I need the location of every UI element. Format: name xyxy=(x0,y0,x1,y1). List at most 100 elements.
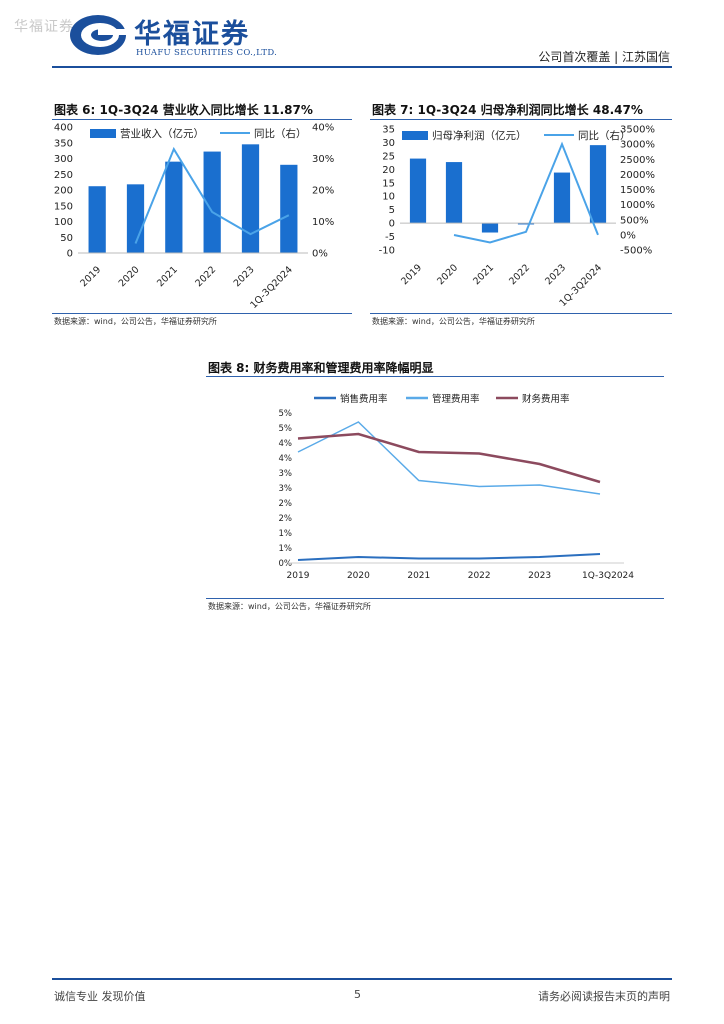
brand-name-cn: 华福证券 xyxy=(134,19,250,50)
watermark-text: 华福证券 xyxy=(14,19,74,35)
y-tick-label: 400 xyxy=(54,123,73,134)
footer-disclaimer: 请务必阅读报告末页的声明 xyxy=(538,990,670,1003)
bar xyxy=(241,144,260,253)
bar xyxy=(445,162,463,224)
brand-name-en: HUAFU SECURITIES CO.,LTD. xyxy=(136,48,278,58)
y2-tick-label: 10% xyxy=(312,217,334,228)
figure-6-title: 图表 6: 1Q-3Q24 营业收入同比增长 11.87% xyxy=(54,103,313,117)
series-line xyxy=(134,146,290,244)
x-tick-label: 2021 xyxy=(407,571,430,581)
x-tick-label: 2021 xyxy=(155,264,180,289)
y-tick-label: 5 xyxy=(389,205,395,216)
legend-label: 财务费用率 xyxy=(522,393,570,405)
series-line xyxy=(297,432,601,484)
x-tick-label: 2019 xyxy=(78,264,103,289)
y-tick-label: 0 xyxy=(67,249,73,260)
header-divider xyxy=(52,66,672,68)
y-tick-label: 5% xyxy=(279,409,293,419)
x-tick-label: 2019 xyxy=(399,262,424,287)
y-tick-label: 10 xyxy=(382,192,395,203)
footer-divider xyxy=(52,978,672,980)
figure-7-bottom-rule xyxy=(370,313,672,314)
figure-6-top-rule xyxy=(52,119,352,120)
y-tick-label: 4% xyxy=(279,439,293,449)
x-tick-label: 2020 xyxy=(435,262,460,287)
y-tick-label: 300 xyxy=(54,154,73,165)
y2-tick-label: 1500% xyxy=(620,185,655,196)
y-tick-label: 4% xyxy=(279,454,293,464)
series-line xyxy=(453,141,599,244)
x-tick-label: 2020 xyxy=(347,571,370,581)
y2-tick-label: 2500% xyxy=(620,155,655,166)
bar xyxy=(280,164,298,253)
bar xyxy=(481,223,499,233)
figure-8-source: 数据来源：wind，公司公告，华福证券研究所 xyxy=(208,602,371,611)
legend-label: 营业收入（亿元） xyxy=(120,127,204,140)
y2-tick-label: 500% xyxy=(620,215,649,226)
y-tick-label: 1% xyxy=(279,529,293,539)
bar xyxy=(126,184,145,253)
y-tick-label: -10 xyxy=(379,246,395,257)
y2-tick-label: 2000% xyxy=(620,170,655,181)
bar xyxy=(553,172,571,224)
y-tick-label: 30 xyxy=(382,138,395,149)
x-tick-label: 2021 xyxy=(471,262,496,287)
y-tick-label: 250 xyxy=(54,170,73,181)
y-tick-label: 0% xyxy=(279,559,293,569)
bar xyxy=(88,186,106,253)
y-tick-label: 350 xyxy=(54,138,73,149)
legend-label: 归母净利润（亿元） xyxy=(432,129,527,142)
figure-8-title: 图表 8: 财务费用率和管理费用率降幅明显 xyxy=(208,361,434,375)
x-tick-label: 2023 xyxy=(232,264,257,289)
legend-label: 同比（右） xyxy=(254,127,307,140)
legend-label: 销售费用率 xyxy=(340,393,388,405)
x-tick-label: 2020 xyxy=(117,264,142,289)
y-tick-label: 20 xyxy=(382,165,395,176)
x-tick-label: 1Q-3Q2024 xyxy=(582,571,634,581)
y-tick-label: 2% xyxy=(279,499,293,509)
x-tick-label: 2023 xyxy=(543,262,568,287)
x-tick-label: 2022 xyxy=(507,262,532,287)
y-tick-label: 3% xyxy=(279,484,293,494)
y-tick-label: 2% xyxy=(279,514,293,524)
x-tick-label: 2023 xyxy=(528,571,551,581)
figure-6-source: 数据来源：wind，公司公告，华福证券研究所 xyxy=(54,317,217,326)
y-tick-label: 5% xyxy=(279,424,293,434)
figure-8-top-rule xyxy=(206,376,664,377)
y-tick-label: 50 xyxy=(60,233,73,244)
y-tick-label: 25 xyxy=(382,151,395,162)
bar xyxy=(165,161,183,253)
y2-tick-label: 1000% xyxy=(620,200,655,211)
y-tick-label: 1% xyxy=(279,544,293,554)
y2-tick-label: 0% xyxy=(312,249,328,260)
series-line xyxy=(297,553,601,561)
y-tick-label: 100 xyxy=(54,217,73,228)
y-tick-label: 200 xyxy=(54,186,73,197)
series-line xyxy=(297,421,601,495)
y-tick-label: 35 xyxy=(382,125,395,136)
page-number: 5 xyxy=(354,988,361,1001)
company-logo-icon xyxy=(70,15,128,55)
y2-tick-label: 30% xyxy=(312,154,334,165)
x-tick-label: 2022 xyxy=(468,571,491,581)
figure-6-chart: 0 50 100 150 200 250 300 350 400 0% 10% 20% 30% 40% 20… xyxy=(54,123,334,311)
y2-tick-label: 3000% xyxy=(620,140,655,151)
legend-label: 同比（右） xyxy=(578,129,631,142)
bar xyxy=(409,158,427,224)
figure-8-chart: 0% 1% 1% 2% 2% 3% 3% 4% 4% 5% 5% 2019 2020 2021 2022 20… xyxy=(279,393,635,581)
figure-7-chart: -10 -5 0 5 10 15 20 25 30 35 -500% 0% 500% 1000% 1500%… xyxy=(379,125,655,309)
bar xyxy=(203,151,221,253)
y-tick-label: -5 xyxy=(385,232,395,243)
header-right-text: 公司首次覆盖 | 江苏国信 xyxy=(538,50,670,64)
y-tick-label: 0 xyxy=(389,219,395,230)
figure-7-top-rule xyxy=(370,119,672,120)
figure-8-bottom-rule xyxy=(206,598,664,599)
x-tick-label: 2022 xyxy=(193,264,218,289)
figure-7-source: 数据来源：wind，公司公告，华福证券研究所 xyxy=(372,317,535,326)
y2-tick-label: 40% xyxy=(312,123,334,134)
y-tick-label: 3% xyxy=(279,469,293,479)
y2-tick-label: 0% xyxy=(620,230,636,241)
legend-swatch-bar xyxy=(90,129,116,138)
y-tick-label: 15 xyxy=(382,178,395,189)
figure-6-bottom-rule xyxy=(52,313,352,314)
